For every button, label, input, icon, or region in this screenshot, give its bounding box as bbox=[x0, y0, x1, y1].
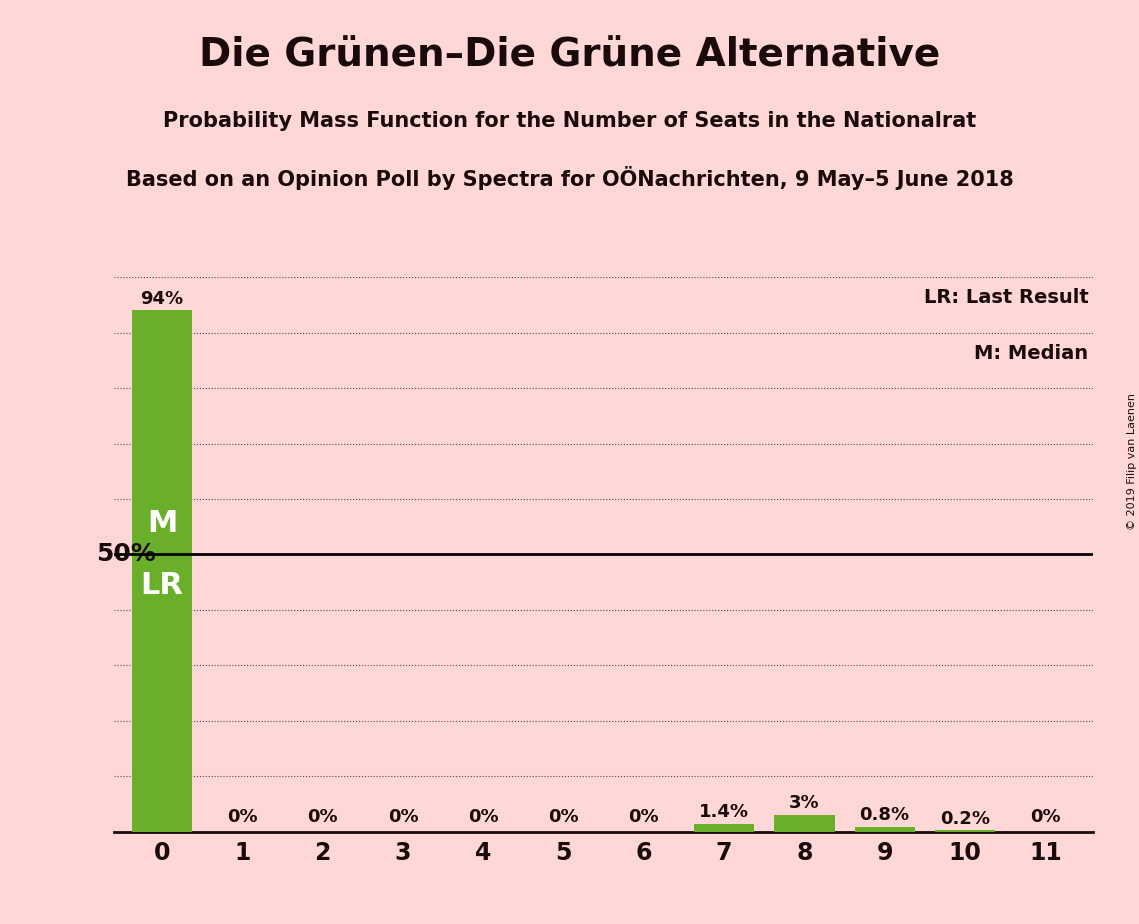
Text: 0%: 0% bbox=[629, 808, 659, 826]
Bar bbox=[935, 831, 995, 832]
Text: Probability Mass Function for the Number of Seats in the Nationalrat: Probability Mass Function for the Number… bbox=[163, 111, 976, 131]
Text: 0.8%: 0.8% bbox=[860, 807, 910, 824]
Text: 0%: 0% bbox=[548, 808, 579, 826]
Text: 3%: 3% bbox=[789, 795, 820, 812]
Bar bbox=[854, 827, 915, 832]
Text: Die Grünen–Die Grüne Alternative: Die Grünen–Die Grüne Alternative bbox=[199, 37, 940, 75]
Bar bbox=[132, 310, 192, 832]
Text: M: Median: M: Median bbox=[975, 344, 1089, 363]
Bar bbox=[694, 824, 754, 832]
Text: 1.4%: 1.4% bbox=[699, 803, 749, 821]
Text: LR: LR bbox=[140, 571, 183, 600]
Text: © 2019 Filip van Laenen: © 2019 Filip van Laenen bbox=[1126, 394, 1137, 530]
Text: 0.2%: 0.2% bbox=[940, 809, 990, 828]
Bar bbox=[775, 815, 835, 832]
Text: 0%: 0% bbox=[468, 808, 499, 826]
Text: 0%: 0% bbox=[308, 808, 338, 826]
Text: 50%: 50% bbox=[96, 542, 156, 566]
Text: Based on an Opinion Poll by Spectra for OÖNachrichten, 9 May–5 June 2018: Based on an Opinion Poll by Spectra for … bbox=[125, 166, 1014, 190]
Text: M: M bbox=[147, 509, 178, 538]
Text: LR: Last Result: LR: Last Result bbox=[924, 288, 1089, 308]
Text: 0%: 0% bbox=[227, 808, 257, 826]
Text: 0%: 0% bbox=[387, 808, 418, 826]
Text: 0%: 0% bbox=[1030, 808, 1060, 826]
Text: 94%: 94% bbox=[140, 290, 183, 308]
